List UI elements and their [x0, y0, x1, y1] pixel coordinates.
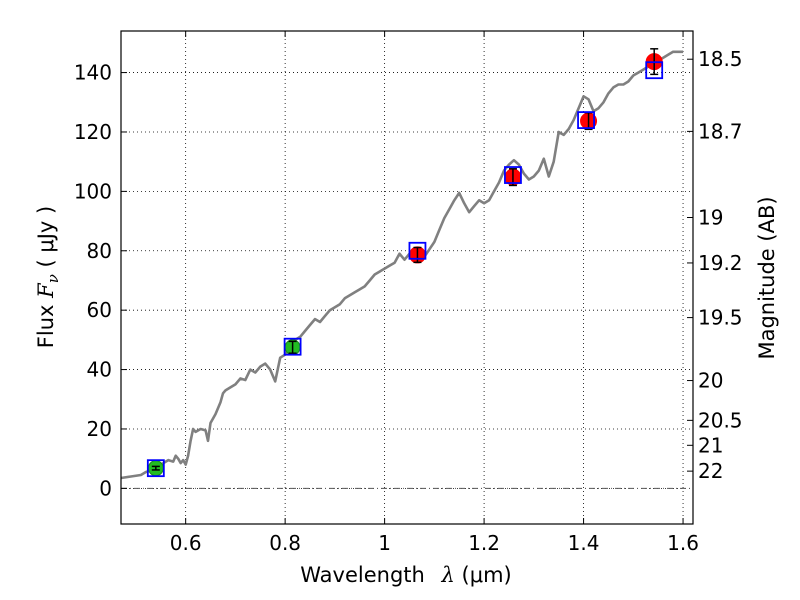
y-axis-label-subscript: ν	[44, 274, 62, 283]
y-tick-label: 40	[87, 358, 112, 382]
y2-axis-label: Magnitude (AB)	[755, 196, 779, 359]
y2-tick-label: 19.2	[698, 251, 743, 275]
x-tick-label: 1.2	[468, 531, 500, 555]
plot-frame	[120, 30, 694, 525]
x-axis-label-unit: (μm)	[462, 563, 512, 587]
model-spectrum-line	[120, 50, 684, 480]
x-axis-label: Wavelength λ (μm)	[300, 563, 511, 587]
x-axis-label-symbol: λ	[441, 563, 455, 587]
y-tick-label: 140	[74, 61, 112, 85]
plot-frame-fill	[121, 31, 693, 524]
grid	[121, 31, 693, 524]
y2-tick-label: 20	[698, 369, 723, 393]
x-tick-label: 1	[378, 531, 391, 555]
y2-tick-label: 18.5	[698, 47, 743, 71]
y2-tick-label: 18.7	[698, 119, 743, 143]
points-layer	[146, 48, 664, 478]
model-photometry-square	[504, 166, 522, 184]
y-axis-label-unit: ( μJy )	[34, 206, 58, 268]
y-axis-label: Flux Fν ( μJy )	[34, 206, 62, 348]
x-axis-ticks: 0.6 0.8 1 1.2 1.4 1.6	[170, 31, 699, 555]
y-tick-label: 0	[99, 476, 112, 500]
y-tick-label: 60	[87, 298, 112, 322]
y-tick-label: 120	[74, 120, 112, 144]
y2-tick-label: 19	[698, 206, 723, 230]
y-tick-label: 80	[87, 239, 112, 263]
y2-tick-label: 21	[698, 433, 723, 457]
model-photometry-square	[577, 111, 595, 129]
spectrum-layer	[120, 50, 684, 480]
model-photometry-square	[408, 241, 427, 260]
model-photometry-square	[645, 61, 664, 80]
x-tick-label: 1.4	[568, 531, 600, 555]
y2-tick-label: 19.5	[698, 306, 743, 330]
y-axis-ticks: 0 20 40 60 80 100 120 140	[74, 61, 127, 500]
y-axis-label-symbol: F	[34, 282, 58, 299]
x-tick-label: 0.6	[170, 531, 202, 555]
x-tick-label: 1.6	[667, 531, 699, 555]
y2-tick-label: 22	[698, 459, 723, 483]
x-tick-label: 0.8	[269, 531, 301, 555]
x-axis-label-text: Wavelength	[300, 563, 425, 587]
y-tick-label: 100	[74, 179, 112, 203]
y-axis-label-text: Flux	[34, 305, 58, 349]
y-tick-label: 20	[87, 417, 112, 441]
y2-tick-label: 20.5	[698, 408, 743, 432]
model-photometry-square	[146, 459, 165, 478]
model-photometry-square	[283, 337, 302, 356]
